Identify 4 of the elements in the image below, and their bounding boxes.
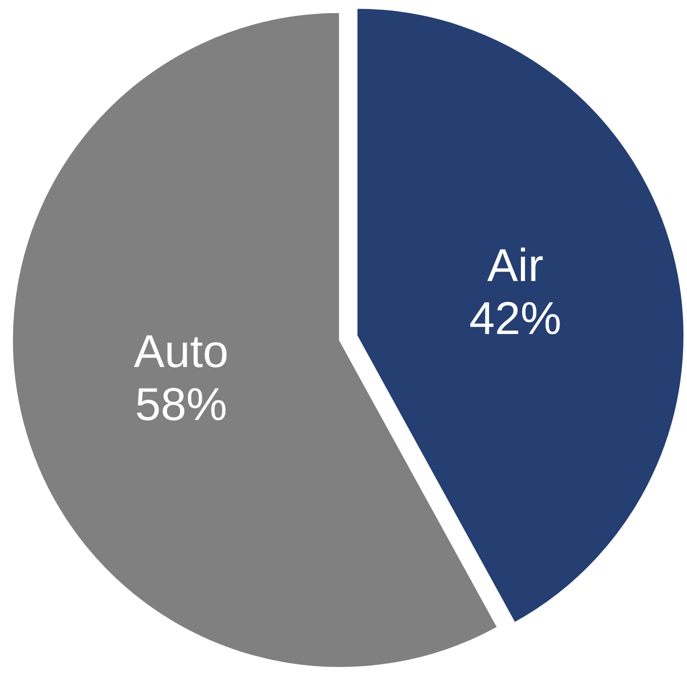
data-label: 58% bbox=[135, 378, 228, 430]
slice-label: Air bbox=[487, 239, 544, 292]
slice-label: Auto bbox=[134, 324, 228, 377]
data-label: 42% bbox=[469, 292, 562, 344]
